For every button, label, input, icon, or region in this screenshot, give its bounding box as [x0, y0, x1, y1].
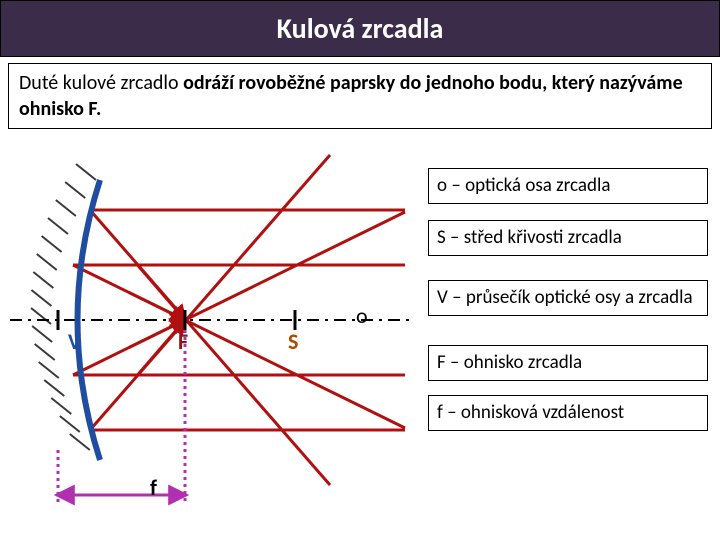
legend-o: o – optická osa zrcadla: [428, 168, 708, 204]
legend-V: V – průsečík optické osy a zrcadla: [428, 280, 708, 316]
legend-f: f – ohnisková vzdálenost: [428, 395, 708, 431]
label-s: S: [288, 328, 298, 355]
page-title: Kulová zrcadla: [0, 0, 720, 57]
label-focal-f: f: [150, 474, 157, 501]
description-box: Duté kulové zrcadlo odráží rovoběžné pap…: [8, 63, 712, 129]
label-f: F: [178, 328, 188, 355]
legend-F: F – ohnisko zrcadla: [428, 345, 708, 381]
legend-S: S – střed křivosti zrcadla: [428, 220, 708, 256]
label-v: V: [68, 328, 81, 355]
desc-prefix: Duté kulové zrcadlo: [19, 71, 183, 95]
mirror-diagram: V F S o f: [10, 150, 410, 510]
label-o: o: [356, 302, 368, 329]
